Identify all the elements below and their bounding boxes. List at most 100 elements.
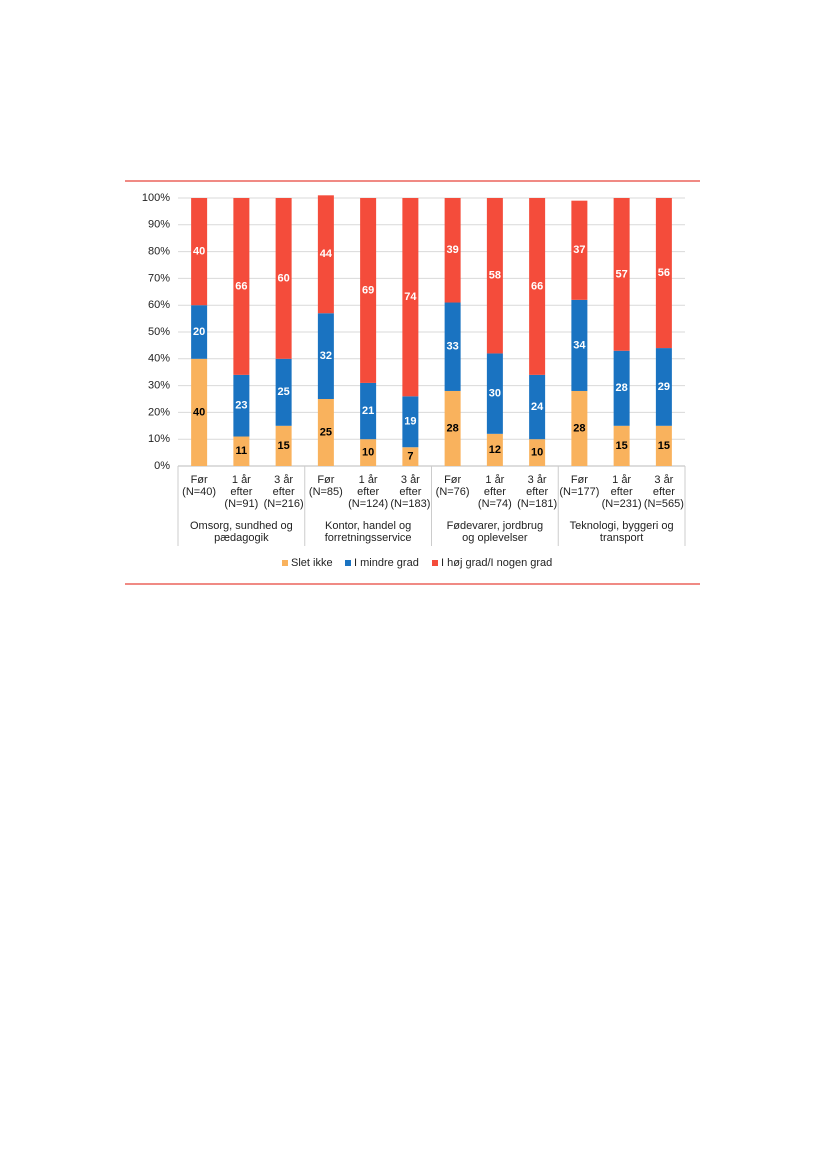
x-tick-label: 3 år efter (N=565) [643, 474, 684, 510]
y-tick-label: 0% [154, 460, 170, 472]
bar-segment [360, 382, 377, 440]
legend-swatch [432, 560, 438, 566]
bar-segment [613, 350, 630, 426]
bar-segment [486, 353, 503, 434]
bar-segment [191, 305, 208, 359]
data-label: 57 [616, 268, 628, 280]
data-label: 10 [531, 447, 543, 459]
bar-segment [317, 313, 334, 399]
bar-segment [317, 399, 334, 466]
x-tick-label: 1 år efter (N=124) [348, 474, 389, 510]
data-label: 25 [278, 386, 290, 398]
data-label: 74 [404, 291, 417, 303]
bar-segment [191, 358, 208, 466]
bar-segment [444, 390, 461, 466]
bar-segment [571, 200, 588, 300]
x-tick-label: 3 år efter (N=183) [390, 474, 431, 510]
y-tick-label: 70% [148, 272, 170, 284]
data-label: 15 [658, 440, 670, 452]
bar-segment [275, 358, 292, 426]
group-label: Fødevarer, jordbrug og oplevelser [446, 520, 544, 544]
data-label: 34 [573, 339, 586, 351]
data-label: 69 [362, 284, 374, 296]
bar-segment [655, 348, 672, 426]
data-label: 28 [616, 382, 628, 394]
x-tick-label: 3 år efter (N=216) [263, 474, 304, 510]
data-label: 28 [447, 422, 459, 434]
bar-segment [275, 198, 292, 359]
data-label: 58 [489, 270, 501, 282]
y-tick-label: 60% [148, 299, 170, 311]
data-label: 32 [320, 350, 332, 362]
data-label: 56 [658, 267, 670, 279]
data-label: 60 [278, 272, 290, 284]
bar-segment [360, 439, 377, 466]
bar-segment [486, 433, 503, 466]
bar-segment [360, 198, 377, 383]
bar-segment [191, 198, 208, 306]
y-tick-label: 10% [148, 433, 170, 445]
bar-segment [613, 425, 630, 466]
bar-segment [402, 447, 419, 466]
y-tick-label: 90% [148, 219, 170, 231]
bar-segment [233, 374, 250, 437]
data-label: 15 [616, 440, 628, 452]
data-label: 39 [447, 244, 459, 256]
data-label: 24 [531, 401, 544, 413]
y-tick-label: 20% [148, 406, 170, 418]
x-tick-label: Før (N=85) [308, 474, 343, 498]
data-label: 12 [489, 444, 501, 456]
bar-segment [529, 198, 546, 375]
data-label: 33 [447, 341, 459, 353]
data-label: 40 [193, 406, 205, 418]
bar-segment [444, 198, 461, 303]
bar-segment [571, 299, 588, 391]
x-tick-label: Før (N=177) [559, 474, 600, 498]
x-tick-label: Før (N=40) [182, 474, 217, 498]
x-tick-label: 1 år efter (N=74) [477, 474, 512, 510]
bar-segment [613, 198, 630, 351]
x-tick-label: 1 år efter (N=91) [224, 474, 259, 510]
bar-segment [317, 195, 334, 314]
data-label: 7 [407, 451, 413, 463]
data-label: 44 [320, 248, 333, 260]
bar-segment [233, 436, 250, 466]
data-label: 19 [404, 416, 416, 428]
bar-segment [486, 198, 503, 354]
y-tick-label: 80% [148, 246, 170, 258]
bar-segment [571, 390, 588, 466]
bar-segment [402, 396, 419, 448]
y-tick-label: 40% [148, 353, 170, 365]
legend-swatch [345, 560, 351, 566]
data-label: 11 [236, 445, 248, 457]
y-tick-label: 30% [148, 380, 170, 392]
group-label: Teknologi, byggeri og transport [569, 520, 674, 544]
legend-label: I høj grad/I nogen grad [441, 557, 552, 569]
data-label: 66 [531, 280, 543, 292]
data-label: 37 [573, 244, 585, 256]
data-label: 66 [235, 280, 247, 292]
x-tick-label: Før (N=76) [435, 474, 470, 498]
x-tick-label: 3 år efter (N=181) [517, 474, 558, 510]
legend-label: I mindre grad [354, 557, 419, 569]
data-label: 29 [658, 381, 670, 393]
group-label: Omsorg, sundhed og pædagogik [190, 520, 293, 544]
bar-segment [233, 198, 250, 375]
data-label: 30 [489, 388, 501, 400]
data-label: 28 [573, 422, 585, 434]
y-tick-label: 50% [148, 326, 170, 338]
legend-swatch [282, 560, 288, 566]
data-label: 40 [193, 246, 205, 258]
bar-segment [655, 425, 672, 466]
legend-label: Slet ikke [291, 557, 333, 569]
group-label: Kontor, handel og forretningsservice [324, 520, 412, 544]
data-label: 21 [362, 405, 374, 417]
data-label: 15 [278, 440, 290, 452]
y-tick-label: 100% [142, 192, 170, 204]
bar-segment [529, 374, 546, 440]
data-label: 10 [362, 447, 374, 459]
data-label: 25 [320, 426, 332, 438]
x-tick-label: 1 år efter (N=231) [601, 474, 642, 510]
data-label: 23 [235, 400, 247, 412]
